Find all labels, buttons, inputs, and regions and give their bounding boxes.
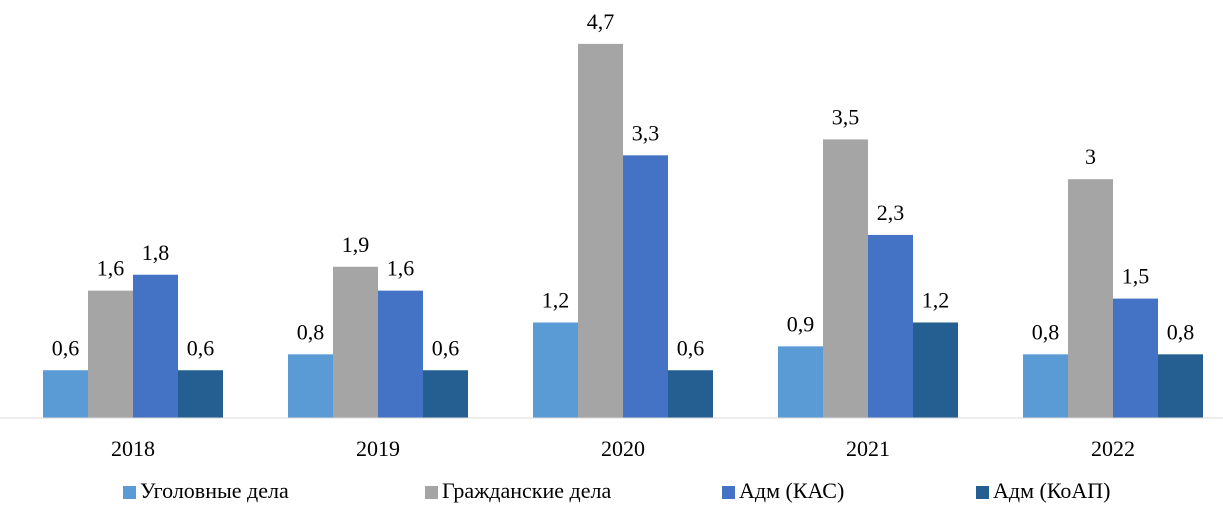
value-label: 0,8 — [297, 319, 325, 344]
x-tick-label: 2022 — [1091, 436, 1135, 461]
bar — [1023, 354, 1068, 418]
value-label: 3,3 — [632, 120, 660, 145]
value-label: 1,9 — [342, 232, 370, 257]
value-label: 0,6 — [432, 335, 460, 360]
value-label: 3 — [1085, 144, 1096, 169]
bar — [868, 234, 913, 418]
bar — [1113, 298, 1158, 418]
legend-label: Гражданские дела — [442, 478, 611, 503]
value-label: 1,6 — [387, 256, 415, 281]
bar — [378, 290, 423, 418]
bar — [913, 322, 958, 418]
value-label: 1,2 — [922, 288, 950, 313]
value-label: 1,5 — [1122, 264, 1150, 289]
value-label: 1,6 — [97, 256, 125, 281]
legend-swatch — [123, 486, 136, 499]
x-tick-label: 2019 — [356, 436, 400, 461]
value-label: 2,3 — [877, 200, 905, 225]
bar — [823, 139, 868, 418]
value-label: 1,2 — [542, 288, 570, 313]
x-tick-label: 2018 — [111, 436, 155, 461]
value-label: 0,6 — [677, 335, 705, 360]
value-label: 0,6 — [52, 335, 80, 360]
value-label: 0,8 — [1032, 319, 1060, 344]
bar — [1158, 354, 1203, 418]
legend-label: Адм (КАС) — [739, 478, 844, 503]
value-label: 0,6 — [187, 335, 215, 360]
legend-label: Уголовные дела — [140, 478, 289, 503]
bar — [578, 43, 623, 418]
bar — [288, 354, 333, 418]
legend-swatch — [425, 486, 438, 499]
bar — [333, 266, 378, 418]
bar — [43, 370, 88, 418]
bar — [778, 346, 823, 418]
legend-swatch — [976, 486, 989, 499]
value-label: 0,9 — [787, 311, 815, 336]
legend-label: Адм (КоАП) — [993, 478, 1111, 503]
bar — [533, 322, 578, 418]
bar — [423, 370, 468, 418]
bar — [178, 370, 223, 418]
bar — [623, 155, 668, 418]
legend-swatch — [722, 486, 735, 499]
bar — [88, 290, 133, 418]
value-label: 3,5 — [832, 104, 860, 129]
value-label: 1,8 — [142, 240, 170, 265]
value-label: 4,7 — [587, 9, 615, 34]
bar — [668, 370, 713, 418]
x-tick-label: 2021 — [846, 436, 890, 461]
bar — [133, 274, 178, 418]
value-label: 0,8 — [1167, 319, 1195, 344]
x-tick-label: 2020 — [601, 436, 645, 461]
bar — [1068, 179, 1113, 418]
